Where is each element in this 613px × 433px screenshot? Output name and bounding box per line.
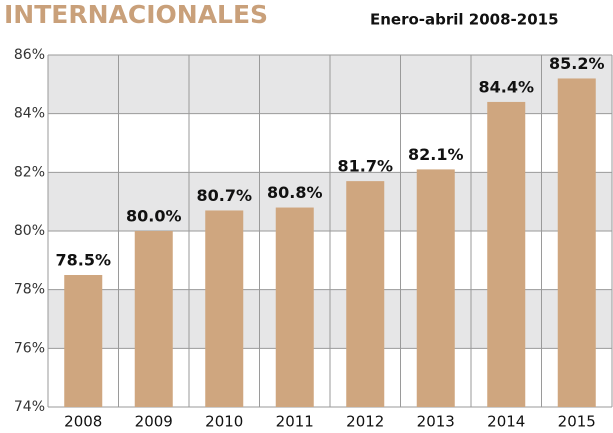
y-tick-label: 82%: [14, 164, 45, 180]
bar: [134, 231, 173, 407]
bar: [346, 181, 385, 407]
x-tick-label: 2012: [346, 413, 384, 431]
bar: [557, 78, 596, 407]
value-label: 80.8%: [267, 183, 323, 202]
bar: [487, 101, 526, 407]
y-tick-label: 76%: [14, 340, 45, 356]
value-label: 80.0%: [126, 207, 182, 226]
value-label: 81.7%: [337, 157, 393, 176]
bar: [275, 207, 314, 407]
chart-subtitle: Enero-abril 2008-2015: [370, 11, 559, 29]
value-label: 82.1%: [408, 145, 464, 164]
x-tick-label: 2009: [135, 413, 173, 431]
value-label: 85.2%: [549, 54, 605, 73]
x-tick-label: 2015: [558, 413, 596, 431]
x-tick-label: 2011: [276, 413, 314, 431]
x-tick-label: 2008: [64, 413, 102, 431]
value-label: 84.4%: [478, 77, 534, 96]
bar: [64, 275, 103, 407]
value-label: 80.7%: [196, 186, 252, 205]
x-tick-label: 2014: [487, 413, 525, 431]
y-tick-label: 78%: [14, 282, 45, 298]
y-tick-label: 86%: [14, 47, 45, 63]
y-tick-label: 84%: [14, 106, 45, 122]
bar: [416, 169, 455, 407]
chart-title: INTERNACIONALES: [4, 0, 268, 29]
bar: [205, 210, 244, 407]
y-tick-label: 74%: [14, 399, 45, 415]
x-tick-label: 2010: [205, 413, 243, 431]
value-label: 78.5%: [55, 251, 111, 270]
y-tick-label: 80%: [14, 223, 45, 239]
x-tick-label: 2013: [417, 413, 455, 431]
